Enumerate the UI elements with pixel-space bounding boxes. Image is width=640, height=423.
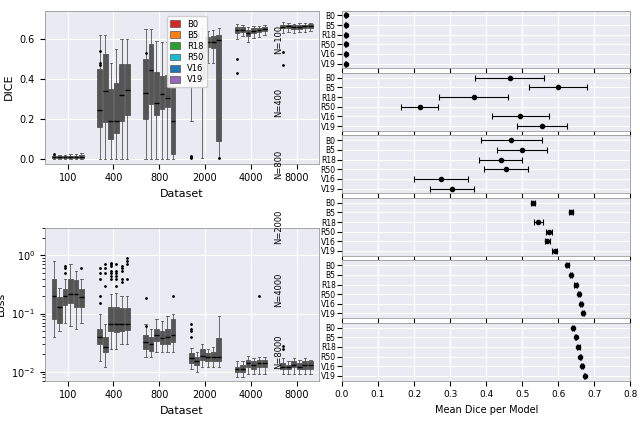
PathPatch shape bbox=[235, 367, 239, 372]
PathPatch shape bbox=[165, 329, 170, 344]
Text: N=4000: N=4000 bbox=[274, 272, 283, 307]
Text: N=100: N=100 bbox=[274, 25, 283, 54]
PathPatch shape bbox=[246, 360, 250, 367]
PathPatch shape bbox=[200, 349, 205, 360]
PathPatch shape bbox=[97, 69, 102, 127]
PathPatch shape bbox=[52, 157, 56, 159]
Text: N=800: N=800 bbox=[274, 150, 283, 179]
PathPatch shape bbox=[262, 360, 267, 367]
PathPatch shape bbox=[235, 27, 239, 33]
PathPatch shape bbox=[189, 34, 194, 44]
Y-axis label: Loss: Loss bbox=[0, 292, 6, 316]
PathPatch shape bbox=[308, 24, 313, 27]
PathPatch shape bbox=[211, 352, 216, 362]
PathPatch shape bbox=[57, 297, 62, 323]
PathPatch shape bbox=[68, 279, 73, 303]
PathPatch shape bbox=[240, 365, 245, 372]
PathPatch shape bbox=[257, 28, 262, 32]
Y-axis label: DICE: DICE bbox=[4, 74, 14, 100]
X-axis label: Dataset: Dataset bbox=[161, 189, 204, 199]
PathPatch shape bbox=[262, 27, 267, 31]
PathPatch shape bbox=[251, 28, 256, 33]
PathPatch shape bbox=[280, 25, 285, 27]
PathPatch shape bbox=[195, 357, 199, 365]
PathPatch shape bbox=[119, 64, 124, 121]
PathPatch shape bbox=[308, 362, 313, 369]
PathPatch shape bbox=[297, 25, 301, 29]
PathPatch shape bbox=[251, 362, 256, 369]
PathPatch shape bbox=[303, 362, 307, 369]
PathPatch shape bbox=[195, 32, 199, 40]
PathPatch shape bbox=[114, 83, 118, 133]
PathPatch shape bbox=[189, 353, 194, 363]
PathPatch shape bbox=[240, 27, 245, 32]
PathPatch shape bbox=[286, 365, 291, 369]
PathPatch shape bbox=[143, 59, 148, 119]
PathPatch shape bbox=[159, 331, 164, 344]
Legend: B0, B5, R18, R50, V16, V19: B0, B5, R18, R50, V16, V19 bbox=[167, 16, 207, 88]
PathPatch shape bbox=[103, 337, 108, 352]
PathPatch shape bbox=[114, 307, 118, 332]
PathPatch shape bbox=[57, 157, 62, 159]
PathPatch shape bbox=[68, 156, 73, 159]
X-axis label: Dataset: Dataset bbox=[161, 406, 204, 416]
PathPatch shape bbox=[291, 362, 296, 367]
PathPatch shape bbox=[211, 36, 216, 48]
PathPatch shape bbox=[257, 360, 262, 367]
PathPatch shape bbox=[171, 88, 175, 154]
PathPatch shape bbox=[200, 43, 205, 79]
PathPatch shape bbox=[154, 72, 159, 115]
PathPatch shape bbox=[205, 353, 210, 362]
PathPatch shape bbox=[119, 308, 124, 331]
PathPatch shape bbox=[74, 156, 78, 158]
PathPatch shape bbox=[297, 363, 301, 369]
PathPatch shape bbox=[63, 288, 67, 305]
PathPatch shape bbox=[148, 337, 154, 351]
PathPatch shape bbox=[125, 64, 130, 115]
Text: N=400: N=400 bbox=[274, 88, 283, 116]
PathPatch shape bbox=[205, 37, 210, 47]
X-axis label: Mean Dice per Model: Mean Dice per Model bbox=[435, 405, 538, 415]
PathPatch shape bbox=[52, 279, 56, 319]
PathPatch shape bbox=[286, 25, 291, 27]
PathPatch shape bbox=[108, 89, 113, 139]
PathPatch shape bbox=[159, 76, 164, 109]
PathPatch shape bbox=[148, 44, 154, 104]
PathPatch shape bbox=[246, 30, 250, 36]
PathPatch shape bbox=[280, 363, 285, 369]
PathPatch shape bbox=[79, 289, 84, 307]
PathPatch shape bbox=[171, 319, 175, 342]
PathPatch shape bbox=[303, 25, 307, 28]
PathPatch shape bbox=[74, 280, 78, 307]
PathPatch shape bbox=[125, 308, 130, 330]
PathPatch shape bbox=[154, 329, 159, 341]
PathPatch shape bbox=[63, 157, 67, 159]
Text: N=8000: N=8000 bbox=[274, 335, 283, 369]
PathPatch shape bbox=[291, 25, 296, 29]
PathPatch shape bbox=[108, 307, 113, 331]
PathPatch shape bbox=[97, 329, 102, 344]
PathPatch shape bbox=[216, 35, 221, 141]
PathPatch shape bbox=[216, 338, 221, 362]
PathPatch shape bbox=[165, 75, 170, 107]
PathPatch shape bbox=[79, 156, 84, 158]
PathPatch shape bbox=[143, 335, 148, 349]
Text: N=2000: N=2000 bbox=[274, 210, 283, 244]
PathPatch shape bbox=[103, 54, 108, 122]
